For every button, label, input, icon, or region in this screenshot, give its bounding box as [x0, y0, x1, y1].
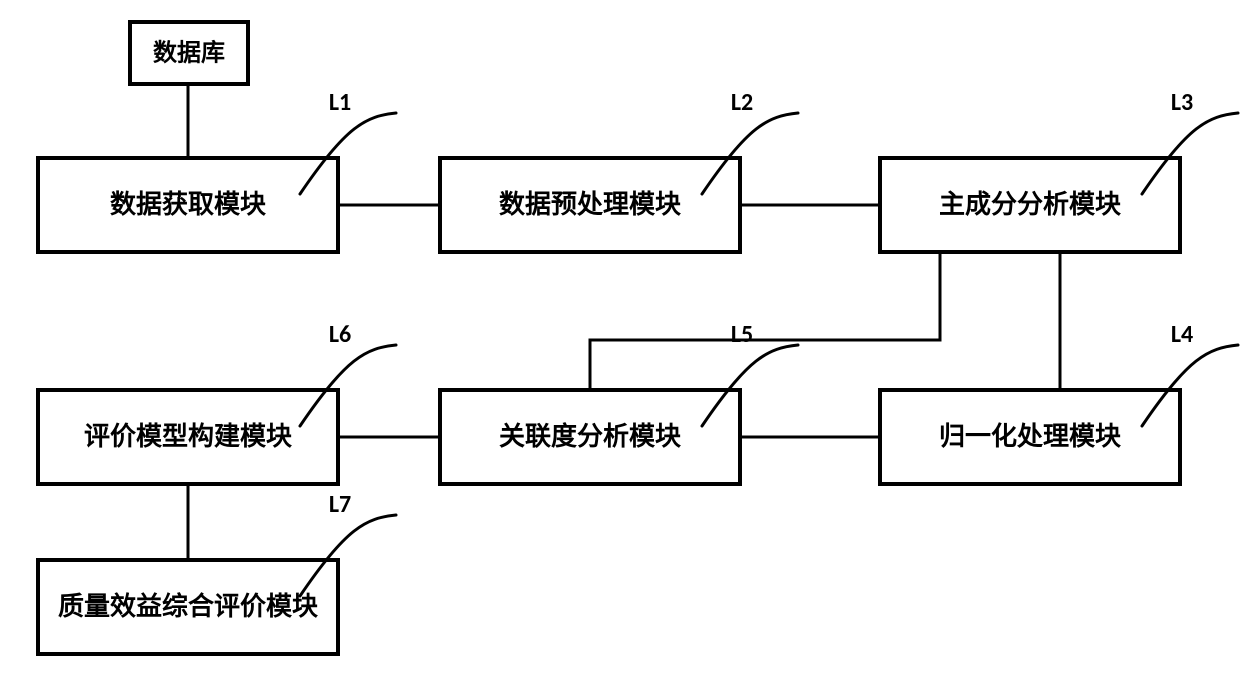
node-n1: 数据获取模块: [38, 158, 338, 252]
node-db: 数据库: [130, 22, 248, 84]
leader-n6-label: L6: [329, 320, 351, 349]
node-n5-label: 关联度分析模块: [499, 421, 681, 451]
leader-n5-label: L5: [731, 320, 753, 349]
node-n6-label: 评价模型构建模块: [84, 421, 292, 451]
leader-n2-label: L2: [731, 88, 753, 117]
edges-layer: [188, 84, 1060, 560]
nodes-layer: 数据库数据获取模块 数据预处理模块 主成分分析模块归一化处理模块 关联度分析模块 评价模…: [38, 22, 1180, 654]
node-n2: 数据预处理模块: [440, 158, 740, 252]
node-n1-label: 数据获取模块: [110, 189, 266, 219]
leader-n3-label: L3: [1171, 88, 1193, 117]
edge-n3-n5: [590, 252, 940, 390]
node-n3: 主成分分析模块: [880, 158, 1180, 252]
node-n7-label: 质量效益综合评价模块: [58, 591, 318, 621]
node-n4: 归一化处理模块: [880, 390, 1180, 484]
leader-n1-label: L1: [329, 88, 351, 117]
edge-db-n1: [188, 84, 189, 158]
node-n7: 质量效益综合评价模块: [38, 560, 338, 654]
node-n6: 评价模型构建模块: [38, 390, 338, 484]
leader-n4-label: L4: [1171, 320, 1193, 349]
node-db-label: 数据库: [153, 39, 225, 66]
node-n5: 关联度分析模块: [440, 390, 740, 484]
node-n2-label: 数据预处理模块: [499, 189, 681, 219]
leader-n7-label: L7: [329, 490, 351, 519]
node-n3-label: 主成分分析模块: [939, 189, 1121, 219]
node-n4-label: 归一化处理模块: [939, 421, 1121, 451]
